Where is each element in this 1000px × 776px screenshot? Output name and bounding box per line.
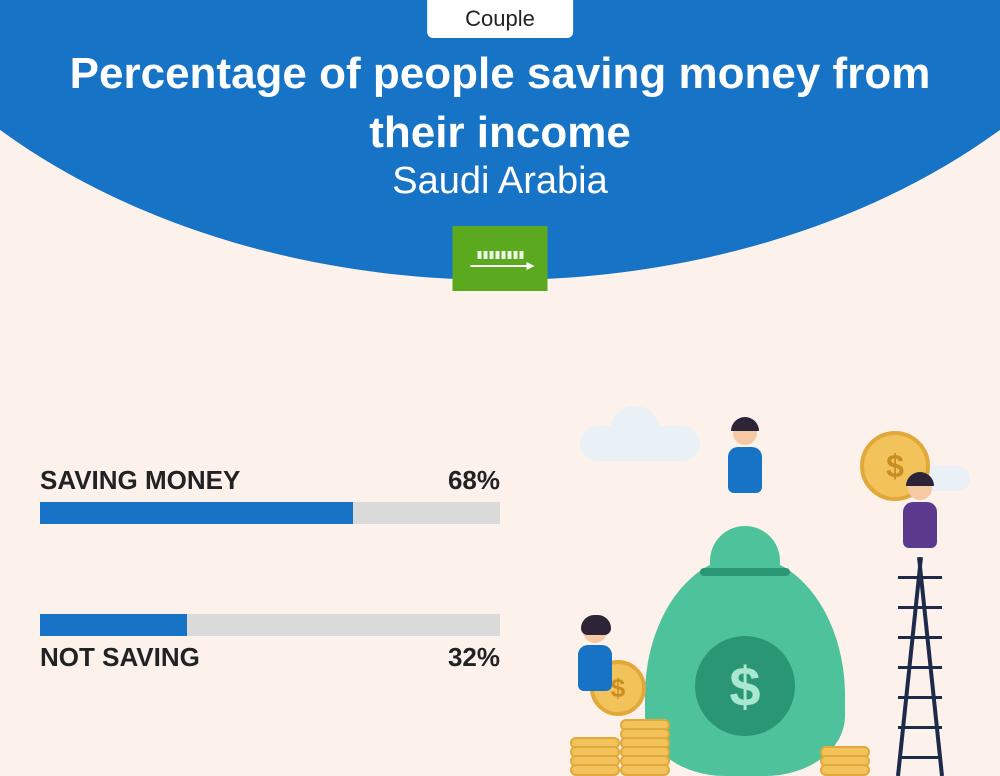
dollar-sign-icon: $ (695, 636, 795, 736)
category-badge: Couple (427, 0, 573, 38)
coin-stack-icon (820, 749, 870, 776)
flag-saudi-arabia (453, 226, 548, 291)
bar-track (40, 502, 500, 524)
bar-value: 32% (448, 642, 500, 673)
bar-fill (40, 502, 353, 524)
person-icon (575, 619, 615, 691)
bar-track (40, 614, 500, 636)
bar-value: 68% (448, 465, 500, 496)
bar-saving: SAVING MONEY 68% (40, 465, 500, 524)
cloud-icon (580, 426, 700, 461)
bar-not-saving: NOT SAVING 32% (40, 614, 500, 673)
flag-script-icon (477, 251, 523, 259)
coin-stack-icon (570, 740, 620, 776)
savings-illustration: $ $ $ (560, 416, 980, 776)
flag-sword-icon (470, 265, 530, 267)
person-icon (900, 476, 940, 548)
bar-label: SAVING MONEY (40, 465, 240, 496)
bar-fill (40, 614, 187, 636)
person-icon (725, 421, 765, 493)
bar-chart: SAVING MONEY 68% NOT SAVING 32% (40, 465, 500, 763)
ladder-icon (890, 556, 950, 776)
main-title: Percentage of people saving money from t… (0, 44, 1000, 163)
bar-label: NOT SAVING (40, 642, 200, 673)
coin-stack-icon (620, 722, 670, 776)
country-name: Saudi Arabia (0, 160, 1000, 203)
money-bag-icon: $ (645, 556, 845, 776)
